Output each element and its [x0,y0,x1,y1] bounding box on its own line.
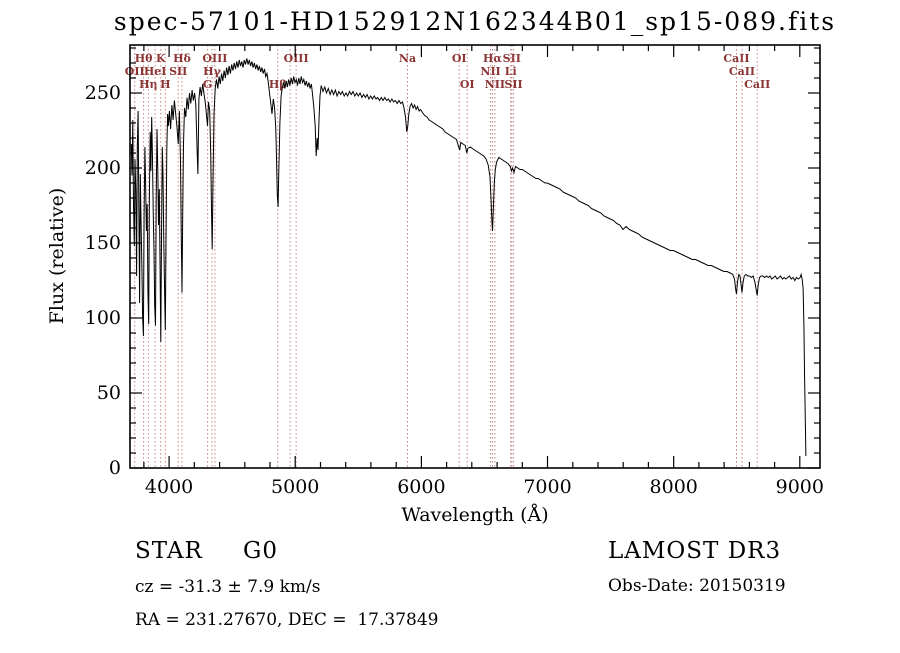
spectral-line-label: OII [125,65,145,78]
spectral-line-label: NII [480,65,500,78]
spectral-line-label: H [160,78,170,91]
subclass-label: G0 [243,538,278,564]
y-axis-label: Flux (relative) [46,188,68,325]
spectral-line-label: OI [452,52,467,65]
spectral-line-label: Hη [139,78,157,91]
obs-date: Obs-Date: 20150319 [608,576,786,596]
spectral-line-label: NII [485,78,505,91]
spectrum-layer [130,58,807,457]
y-tick-label: 100 [85,307,121,329]
y-tick-label: 250 [85,82,121,104]
x-tick-label: 8000 [650,476,698,498]
spectral-line-label: CaII [729,65,755,78]
y-tick-label: 200 [85,157,121,179]
spectral-line-label: Hθ [135,52,153,65]
spectral-line-label: Hα [483,52,502,65]
spectral-line-label: Na [399,52,416,65]
spectral-line-label: Hδ [173,52,191,65]
y-tick-label: 0 [109,457,121,479]
axes-layer: 4000 5000 6000 7000 8000 9000 0 50 100 150 200 250 [85,44,824,498]
class-label: STAR [135,538,203,564]
spectral-line-label: OIII [202,52,227,65]
plot-frame [129,44,821,469]
spectral-line-label: SII [169,65,187,78]
spectral-line-label: K [156,52,166,65]
spectral-line-label: CaII [723,52,749,65]
x-axis-label: Wavelength (Å) [401,504,548,526]
y-tick-label: 50 [97,382,121,404]
y-tick-label: 150 [85,232,121,254]
x-tick-label: 5000 [271,476,319,498]
spectrum-path [130,58,807,457]
spectral-line-label: OI [460,78,475,91]
spectral-line-label: HeI [144,65,167,78]
spectral-line-label: SII [504,78,522,91]
x-tick-label: 6000 [397,476,445,498]
plot-title: spec-57101-HD152912N162344B01_sp15-089.f… [114,7,836,36]
spectral-line-label: Hγ [203,65,221,78]
cz-value: cz = -31.3 ± 7.9 km/s [135,577,321,597]
x-tick-label: 9000 [776,476,824,498]
spectral-line-label: Li [505,65,517,78]
spectral-line-label: CaII [744,78,770,91]
x-tick-label: 7000 [523,476,571,498]
x-tick-label: 4000 [145,476,193,498]
survey-label: LAMOST DR3 [608,538,781,564]
spectral-line-label: G [203,78,212,91]
ra-dec: RA = 231.27670, DEC = 17.37849 [135,610,439,630]
spectral-line-label: SII [503,52,521,65]
spectral-line-label: OIII [284,52,309,65]
